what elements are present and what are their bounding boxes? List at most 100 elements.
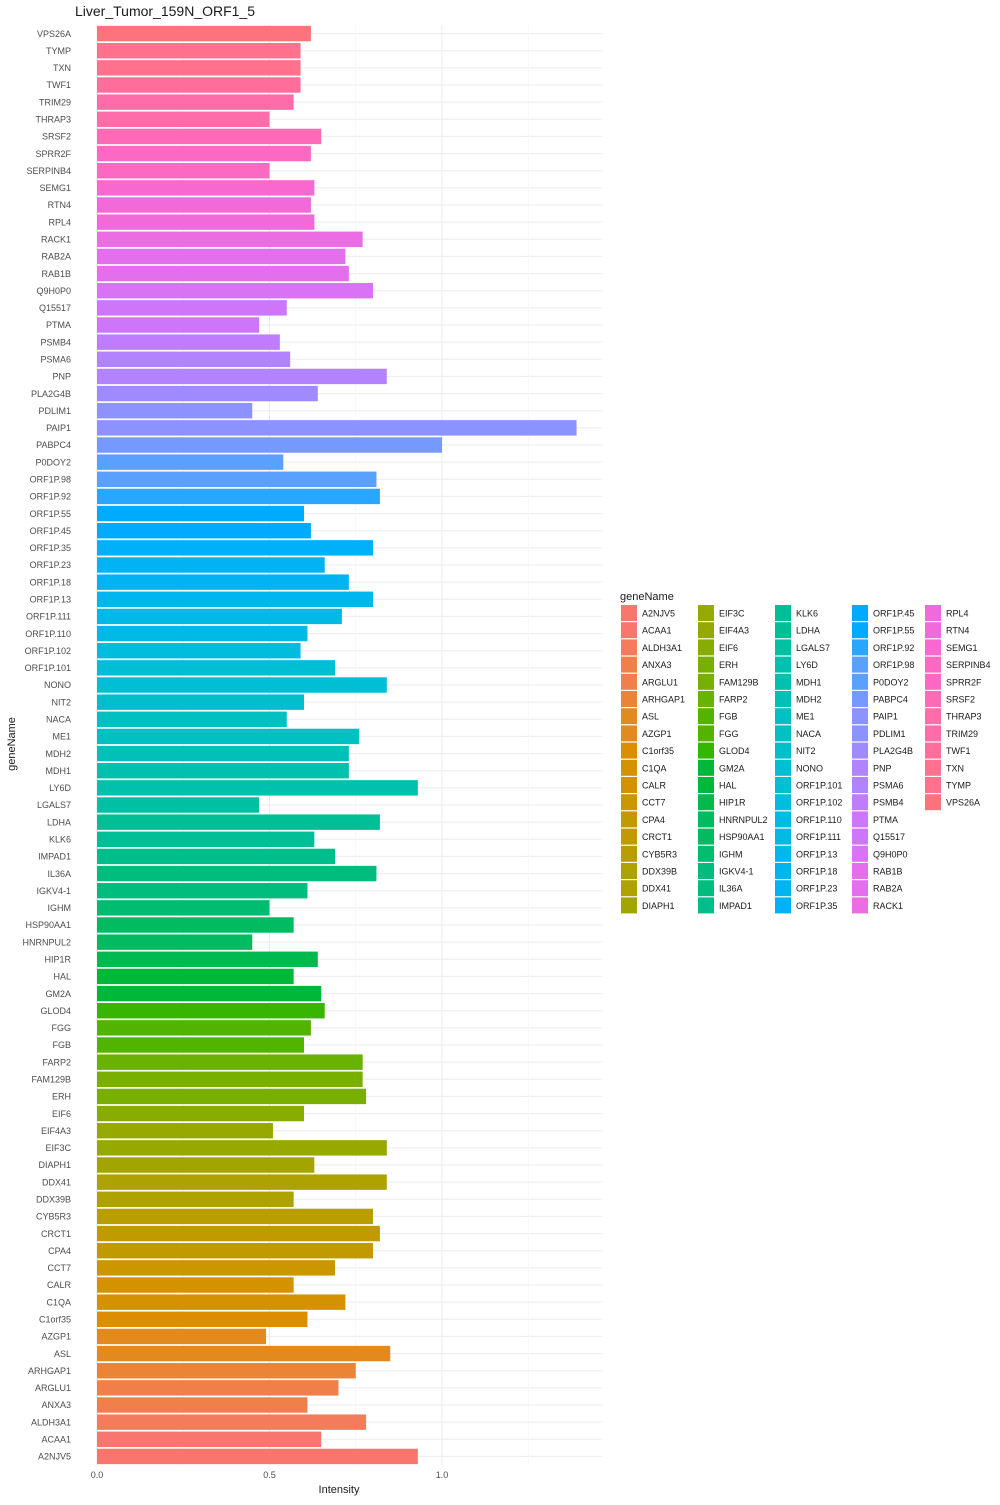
bar — [97, 43, 301, 59]
y-tick-label: IGHM — [48, 903, 72, 913]
legend-key — [698, 691, 714, 707]
legend-key — [775, 742, 791, 759]
bar — [97, 1071, 363, 1087]
legend-label: ASL — [642, 712, 659, 722]
legend-key — [852, 777, 868, 793]
y-tick-label: HNRNPUL2 — [22, 937, 71, 947]
legend-title: geneName — [620, 591, 674, 603]
legend-label: ALDH3A1 — [642, 643, 682, 653]
y-tick-label: Q15517 — [39, 303, 71, 313]
legend-key — [852, 897, 868, 914]
legend-label: CCT7 — [642, 798, 666, 808]
bar — [97, 471, 377, 487]
legend-label: PNP — [873, 763, 892, 773]
legend-key — [775, 794, 791, 811]
legend-label: RTN4 — [946, 626, 969, 636]
y-tick-label: DIAPH1 — [38, 1160, 71, 1170]
legend-label: RACK1 — [873, 901, 903, 911]
legend-label: ORF1P.101 — [796, 781, 842, 791]
y-tick-label: IMPAD1 — [38, 852, 71, 862]
bar — [97, 437, 442, 453]
bar — [97, 1380, 339, 1396]
legend-key — [925, 708, 941, 725]
y-tick-label: C1QA — [46, 1297, 71, 1307]
y-tick-label: THRAP3 — [35, 114, 71, 124]
legend-label: ORF1P.18 — [796, 867, 837, 877]
legend-label: C1orf35 — [642, 746, 674, 756]
x-tick-labels: 0.0 0.5 1.0 — [91, 1470, 449, 1480]
legend-key — [698, 863, 714, 879]
bar — [97, 1363, 356, 1379]
y-tick-label: DDX39B — [36, 1194, 71, 1204]
bar — [97, 917, 294, 933]
legend-key — [775, 845, 791, 862]
y-tick-label: CYB5R3 — [36, 1212, 71, 1222]
bar — [97, 1311, 308, 1327]
y-tick-label: ORF1P.23 — [30, 560, 71, 570]
legend-label: Q15517 — [873, 832, 905, 842]
legend-label: HNRNPUL2 — [719, 815, 768, 825]
legend-label: ME1 — [796, 712, 815, 722]
legend-key — [621, 622, 637, 639]
legend-key — [775, 828, 791, 845]
y-tick-label: RTN4 — [48, 200, 71, 210]
legend-label: TYMP — [946, 781, 971, 791]
y-tick-label: EIF6 — [52, 1109, 71, 1119]
y-tick-label: ORF1P.101 — [25, 663, 71, 673]
legend-key — [775, 639, 791, 656]
legend-key — [621, 863, 637, 879]
bar — [97, 300, 287, 316]
y-tick-label: ORF1P.35 — [30, 543, 71, 553]
legend-label: MDH2 — [796, 695, 822, 705]
legend-key — [775, 897, 791, 914]
legend-label: DDX41 — [642, 884, 671, 894]
bar — [97, 660, 336, 676]
legend-label: DIAPH1 — [642, 901, 675, 911]
y-tick-label: NONO — [44, 680, 71, 690]
bar — [97, 625, 308, 642]
legend-label: RPL4 — [946, 609, 969, 619]
legend-key — [775, 691, 791, 707]
legend-key — [852, 691, 868, 707]
legend-label: ORF1P.102 — [796, 798, 842, 808]
bar — [97, 1105, 304, 1122]
legend-label: PSMB4 — [873, 798, 904, 808]
y-tick-label: ORF1P.111 — [26, 612, 71, 622]
y-tick-label: DDX41 — [42, 1177, 71, 1187]
legend-key — [698, 845, 714, 862]
bar — [97, 128, 322, 145]
bar — [97, 1397, 308, 1413]
bar — [97, 728, 360, 745]
y-tick-label: FGB — [52, 1040, 71, 1050]
bar — [97, 488, 380, 505]
legend-label: PTMA — [873, 815, 898, 825]
legend: A2NJV5 ACAA1 ALDH3A1 ANXA3 ARGLU1 ARHGAP1 ASL A… — [621, 605, 991, 914]
y-tick-label: ORF1P.45 — [30, 526, 71, 536]
bar — [97, 505, 304, 522]
bar — [97, 368, 387, 385]
legend-key — [698, 897, 714, 914]
bar — [97, 951, 318, 967]
bar — [97, 540, 373, 556]
bar — [97, 1243, 373, 1259]
legend-label: CPA4 — [642, 815, 665, 825]
legend-label: HSP90AA1 — [719, 832, 765, 842]
legend-key — [698, 708, 714, 725]
legend-key — [852, 845, 868, 862]
legend-label: LGALS7 — [796, 643, 830, 653]
legend-key — [698, 777, 714, 793]
legend-key — [852, 811, 868, 828]
legend-label: IGHM — [719, 849, 743, 859]
bar — [97, 1054, 363, 1070]
legend-label: FGG — [719, 729, 739, 739]
bar — [97, 763, 349, 779]
y-tick-label: CCT7 — [47, 1263, 71, 1273]
y-tick-label: PLA2G4B — [31, 389, 71, 399]
legend-label: PSMA6 — [873, 781, 904, 791]
legend-key — [621, 811, 637, 828]
y-tick-label: TWF1 — [47, 80, 72, 90]
y-tick-label: LDHA — [47, 817, 71, 827]
bar — [97, 900, 270, 916]
legend-key — [852, 622, 868, 639]
legend-label: PDLIM1 — [873, 729, 906, 739]
